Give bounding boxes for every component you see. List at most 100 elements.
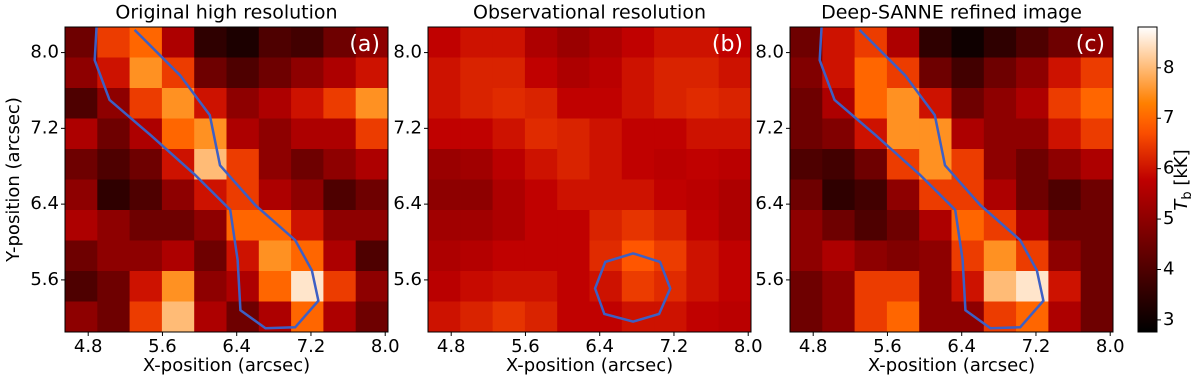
heatmap-cell: [226, 88, 260, 119]
heatmap-cell: [161, 240, 195, 272]
heatmap-cell: [291, 118, 324, 150]
heatmap-cell: [65, 27, 98, 58]
heatmap-cell: [822, 271, 856, 302]
heatmap-cell: [323, 118, 357, 150]
heatmap-cell: [291, 179, 324, 211]
heatmap-cell: [1080, 240, 1114, 272]
contour: [93, 26, 320, 330]
heatmap-cell: [428, 149, 461, 180]
heatmap-cell: [790, 240, 823, 272]
heatmap-cell: [718, 57, 752, 89]
heatmap-cell: [65, 88, 98, 119]
x-tick-label: 4.8: [74, 336, 103, 357]
heatmap-cell: [919, 271, 952, 302]
heatmap-cell: [97, 240, 131, 272]
heatmap-cell: [355, 240, 389, 272]
heatmap-cell: [983, 118, 1017, 150]
heatmap-cell: [1080, 88, 1114, 119]
heatmap-cell: [129, 149, 163, 180]
heatmap-cell: [589, 240, 623, 272]
y-tick-label: 6.4: [30, 193, 59, 214]
heatmap-cell: [1016, 118, 1049, 150]
heatmap-cell: [492, 27, 526, 58]
heatmap-cell: [790, 57, 823, 89]
heatmap-cell: [258, 149, 292, 180]
heatmap-cell: [524, 271, 558, 302]
heatmap-cell: [524, 118, 558, 150]
heatmap-cell: [621, 210, 655, 241]
x-tick-label: 8.0: [371, 336, 400, 357]
heatmap-cell: [355, 271, 389, 302]
heatmap-cell: [129, 301, 163, 333]
heatmap-cell: [226, 149, 260, 180]
heatmap-cell: [460, 88, 494, 119]
heatmap-cell: [718, 240, 752, 272]
heatmap-cell: [983, 57, 1017, 89]
heatmap-cell: [65, 118, 98, 150]
heatmap-cell: [919, 210, 952, 241]
heatmap-cell: [589, 88, 623, 119]
heatmap-cell: [460, 179, 494, 211]
heatmap-cell: [291, 240, 324, 272]
heatmap-cell: [718, 271, 752, 302]
x-tick-label: 7.2: [660, 336, 689, 357]
panel-letter: (c): [1076, 32, 1105, 57]
heatmap-cell: [1080, 210, 1114, 241]
heatmap-cell: [557, 118, 590, 150]
heatmap-cell: [854, 240, 888, 272]
heatmap-cell: [951, 240, 985, 272]
heatmap-cell: [790, 210, 823, 241]
heatmap-cell: [886, 27, 920, 58]
plot-frame: [427, 26, 752, 333]
heatmap-cell: [161, 301, 195, 333]
heatmap-cell: [1080, 271, 1114, 302]
heatmap-cell: [65, 179, 98, 211]
heatmap-cell: [919, 27, 952, 58]
heatmap-cell: [654, 240, 687, 272]
heatmap-cell: [355, 27, 389, 58]
heatmap-cell: [161, 88, 195, 119]
x-tick-label: 6.4: [585, 336, 614, 357]
heatmap-cell: [428, 210, 461, 241]
y-tick-label: 5.6: [755, 269, 784, 290]
panel-letter: (b): [712, 32, 743, 57]
y-tick-label: 6.4: [393, 193, 422, 214]
heatmap-cell: [323, 210, 357, 241]
heatmap-cell: [226, 271, 260, 302]
heatmap-cell: [983, 210, 1017, 241]
y-tick-label: 7.2: [755, 117, 784, 138]
y-tick-label: 5.6: [30, 269, 59, 290]
heatmap-cell: [258, 271, 292, 302]
y-tick-label: 6.4: [755, 193, 784, 214]
heatmap-cell: [718, 179, 752, 211]
heatmap-cell: [589, 27, 623, 58]
heatmap-cell: [886, 118, 920, 150]
heatmap-cell: [1048, 240, 1082, 272]
heatmap-cell: [621, 149, 655, 180]
heatmap-cell: [621, 179, 655, 211]
heatmap-cell: [355, 210, 389, 241]
heatmap-cell: [822, 149, 856, 180]
heatmap-cell: [557, 88, 590, 119]
heatmap-cell: [258, 240, 292, 272]
heatmap-cell: [790, 88, 823, 119]
heatmap-cell: [1016, 57, 1049, 89]
x-tick-label: 5.6: [148, 336, 177, 357]
heatmap-cell: [258, 179, 292, 211]
heatmap-cell: [258, 210, 292, 241]
heatmap-cell: [323, 57, 357, 89]
heatmap-cell: [854, 179, 888, 211]
heatmap-cell: [129, 210, 163, 241]
colorbar-tick-label: 7: [1163, 107, 1174, 128]
heatmap-cell: [65, 210, 98, 241]
heatmap-cell: [790, 179, 823, 211]
heatmap-cell: [854, 57, 888, 89]
colorbar-tick-label: 3: [1163, 309, 1174, 330]
heatmap-cell: [291, 149, 324, 180]
heatmap-cell: [654, 210, 687, 241]
heatmap-cell: [1080, 301, 1114, 333]
colorbar-tick-label: 4: [1163, 258, 1174, 279]
heatmap-cell: [654, 179, 687, 211]
x-tick-label: 6.4: [222, 336, 251, 357]
heatmap-cell: [1016, 240, 1049, 272]
